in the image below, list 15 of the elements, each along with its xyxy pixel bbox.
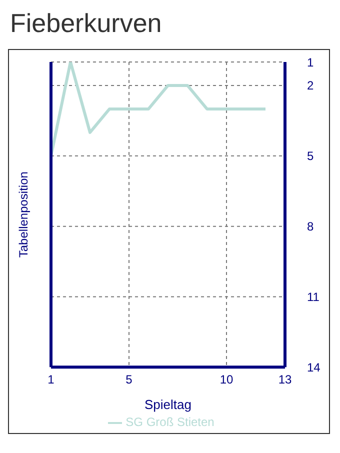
y-tick-label: 1 <box>307 55 314 70</box>
y-tick-label: 14 <box>307 360 321 374</box>
x-tick-label: 5 <box>126 372 133 387</box>
line-series <box>51 62 267 158</box>
legend-label: SG Groß Stieten <box>126 415 214 430</box>
y-tick-label: 8 <box>307 220 314 234</box>
y-tick-label: 5 <box>307 149 314 164</box>
x-tick-label: 1 <box>48 372 55 387</box>
y-tick-label: 11 <box>307 290 320 304</box>
y-axis-title: Tabellenposition <box>16 172 30 258</box>
x-tick-label: 10 <box>220 372 234 387</box>
chart-title: Fieberkurven <box>10 8 163 39</box>
x-tick-label: 13 <box>278 372 292 387</box>
y-tick-label: 2 <box>307 78 314 93</box>
x-axis-title: Spieltag <box>144 397 192 412</box>
